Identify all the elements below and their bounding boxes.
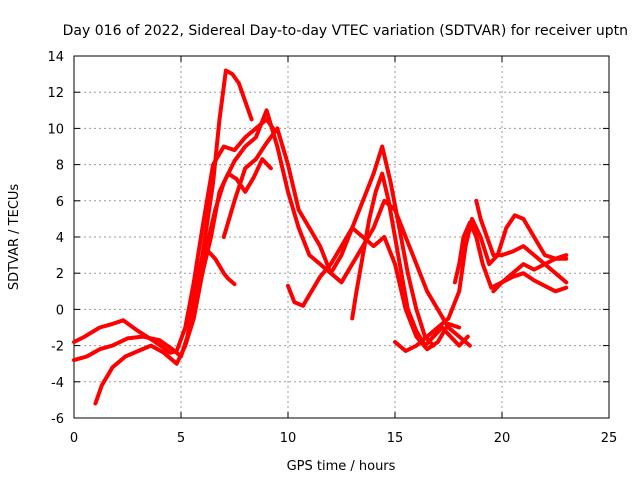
series-track-2 [72,68,254,363]
x-tick-label: 15 [387,431,404,446]
series-track-5 [196,247,237,287]
grid [74,56,609,418]
y-tick-label: -6 [51,412,64,427]
series-track-12 [491,271,569,294]
x-tick-label: 0 [70,431,78,446]
x-tick-label: 5 [177,431,185,446]
y-tick-label: 4 [56,231,64,246]
series-track-11 [474,198,569,267]
x-axis-label: GPS time / hours [287,459,396,474]
y-tick-label: 2 [56,267,64,282]
chart-title: Day 016 of 2022, Sidereal Day-to-day VTE… [63,23,628,39]
y-tick-label: 10 [47,122,64,137]
series-track-3 [93,157,273,406]
y-tick-label: -4 [51,376,64,391]
ticks: 0 5 10 15 20 25 -6 -4 -2 0 2 4 6 8 10 12 14 [47,50,617,446]
series-track-4 [196,108,436,348]
y-tick-label: 6 [56,195,64,210]
y-tick-label: 12 [47,86,64,101]
y-tick-label: 8 [56,159,64,174]
y-tick-label: 0 [56,303,64,318]
series-track-6 [221,126,472,348]
x-tick-label: 25 [601,431,618,446]
x-tick-label: 10 [280,431,297,446]
series-track-8 [350,171,470,348]
y-tick-label: 14 [47,50,64,65]
series-track-7 [286,225,462,352]
data-series [72,68,569,406]
x-tick-label: 20 [494,431,511,446]
series-track-9 [393,213,569,353]
series-track-1 [72,117,275,355]
y-tick-label: -2 [51,340,64,355]
y-axis-label: SDTVAR / TECUs [7,184,22,291]
